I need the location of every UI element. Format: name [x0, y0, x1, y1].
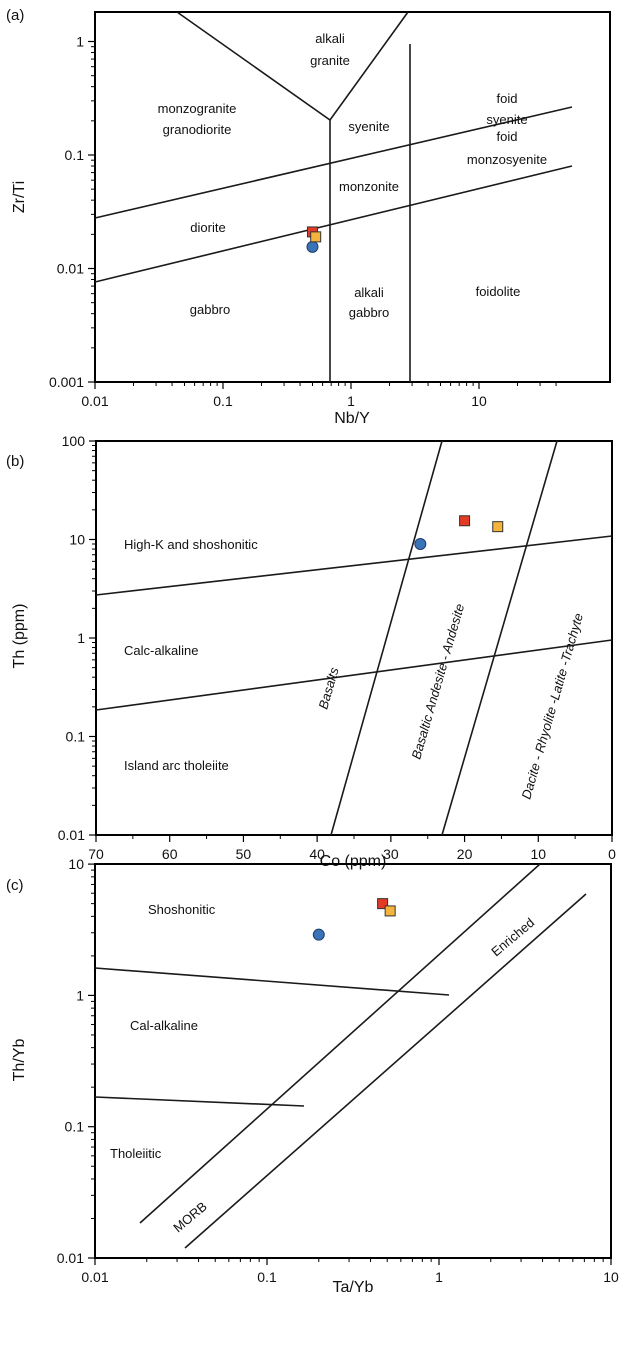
field-calc-alkaline: Calc-alkaline	[124, 643, 198, 658]
panel-a-ticks: 0.01 0.1 1 10 0.001 0.01 0.1 1	[49, 34, 557, 409]
field-alkali-granite-2: granite	[310, 53, 350, 68]
data-point-square-orange	[384, 905, 396, 917]
field-morb: MORB	[170, 1199, 210, 1236]
field-syenite: syenite	[348, 119, 389, 134]
field-alkali-gabbro-1: alkali	[354, 285, 384, 300]
y-tick-label: 0.1	[65, 147, 85, 163]
field-foid-syenite-1: foid	[497, 91, 518, 106]
y-tick-label: 0.01	[57, 261, 84, 277]
panel-a-ylabel: Zr/Ti	[11, 181, 28, 213]
field-foid-syenite-2: syenite	[486, 112, 527, 127]
x-tick-label: 10	[530, 846, 546, 862]
panel-c-xlabel: Ta/Yb	[333, 1279, 374, 1296]
x-tick-label: 50	[236, 846, 252, 862]
field-shoshonitic: Shoshonitic	[148, 902, 216, 917]
panel-a-boundaries	[94, 11, 573, 382]
x-tick-label: 10	[471, 393, 487, 409]
panel-b-boundaries	[95, 440, 613, 836]
boundary-lower-diagonal	[94, 165, 573, 283]
panel-a: (a) 0.01 0.1 1 10 0.001 0.01 0.1 1 alkali grani…	[6, 7, 611, 427]
boundary-morb-lower	[184, 893, 587, 1249]
field-gabbro: gabbro	[190, 302, 230, 317]
y-tick-label: 0.001	[49, 374, 84, 390]
field-tholeiitic: Tholeiitic	[110, 1146, 162, 1161]
field-dacite-rhyolite: Dacite - Rhyolite -Latite -Trachyte	[518, 611, 586, 800]
y-tick-label: 1	[76, 987, 84, 1003]
x-tick-label: 70	[88, 846, 104, 862]
data-point-circle-blue	[312, 928, 325, 941]
panel-a-field-labels: alkali granite foid syenite monzogranite…	[158, 31, 548, 320]
x-tick-label: 40	[309, 846, 325, 862]
field-basaltic-andesite: Basaltic Andesite - Andesite	[408, 602, 467, 761]
boundary-upper-diagonal	[94, 106, 573, 219]
panel-a-label: (a)	[6, 7, 24, 24]
panel-b-label: (b)	[6, 453, 24, 470]
boundary-basalts-andesite	[330, 440, 443, 836]
y-tick-label: 0.01	[58, 827, 85, 843]
x-tick-label: 0.01	[81, 393, 108, 409]
x-tick-label: 1	[347, 393, 355, 409]
data-point-square-red	[377, 898, 389, 910]
field-foid-monzosyenite-2: monzosyenite	[467, 152, 547, 167]
panel-c: (c) 0.01 0.1 1 10 0.01 0.1 1 10 Shoshonitic Cal…	[6, 856, 619, 1296]
panel-c-field-labels: Shoshonitic Cal-alkaline Tholeiitic MORB…	[110, 902, 537, 1235]
field-monzogranite: monzogranite	[158, 101, 237, 116]
data-point-circle-blue	[306, 240, 319, 253]
field-diorite: diorite	[190, 220, 225, 235]
panel-b-xlabel: Co (ppm)	[320, 853, 387, 870]
y-tick-label: 1	[77, 630, 85, 646]
field-alkali-gabbro-2: gabbro	[349, 305, 389, 320]
field-basalts: Basalts	[315, 665, 341, 711]
x-tick-label: 0.1	[257, 1269, 277, 1285]
field-highk-shoshonitic: High-K and shoshonitic	[124, 537, 258, 552]
boundary-shoshonitic-calc	[94, 967, 450, 996]
panel-c-ylabel: Th/Yb	[11, 1039, 28, 1082]
x-tick-label: 10	[603, 1269, 619, 1285]
field-granodiorite: granodiorite	[163, 122, 232, 137]
x-tick-label: 0.1	[213, 393, 233, 409]
x-tick-label: 60	[162, 846, 178, 862]
panel-a-frame	[94, 11, 611, 383]
data-point-square-orange	[310, 231, 322, 243]
data-point-square-red	[459, 515, 471, 527]
data-point-square-orange	[492, 521, 504, 533]
y-tick-label: 10	[69, 532, 85, 548]
panel-a-xlabel: Nb/Y	[334, 410, 370, 427]
panel-c-boundaries	[94, 863, 587, 1249]
boundary-morb-upper	[139, 863, 541, 1224]
panel-b-ylabel: Th (ppm)	[11, 604, 28, 669]
field-alkali-granite-1: alkali	[315, 31, 345, 46]
panel-b-points	[414, 515, 504, 551]
boundary-andesite-dacite	[441, 440, 558, 836]
data-point-circle-blue	[414, 538, 427, 551]
field-cal-alkaline: Cal-alkaline	[130, 1018, 198, 1033]
field-foidolite: foidolite	[476, 284, 521, 299]
panel-c-points	[312, 898, 396, 941]
panel-c-label: (c)	[6, 877, 24, 894]
x-tick-label: 0.01	[81, 1269, 108, 1285]
field-island-arc-tholeiite: Island arc tholeiite	[124, 758, 229, 773]
x-tick-label: 0	[608, 846, 616, 862]
panel-a-points	[306, 226, 322, 253]
x-tick-label: 20	[457, 846, 473, 862]
y-tick-label: 1	[76, 34, 84, 50]
panel-c-frame	[94, 863, 612, 1259]
x-tick-label: 1	[435, 1269, 443, 1285]
y-tick-label: 10	[68, 856, 84, 872]
y-tick-label: 100	[62, 433, 86, 449]
y-tick-label: 0.01	[57, 1250, 84, 1266]
boundary-calc-tholeiite	[95, 639, 613, 711]
field-monzonite: monzonite	[339, 179, 399, 194]
x-tick-label: 30	[383, 846, 399, 862]
field-foid-monzosyenite-1: foid	[497, 129, 518, 144]
panel-c-ticks: 0.01 0.1 1 10 0.01 0.1 1 10	[57, 856, 619, 1285]
y-tick-label: 0.1	[66, 729, 86, 745]
boundary-calc-tholeiitic	[94, 1096, 305, 1107]
y-tick-label: 0.1	[65, 1119, 85, 1135]
field-enriched: Enriched	[488, 915, 537, 959]
